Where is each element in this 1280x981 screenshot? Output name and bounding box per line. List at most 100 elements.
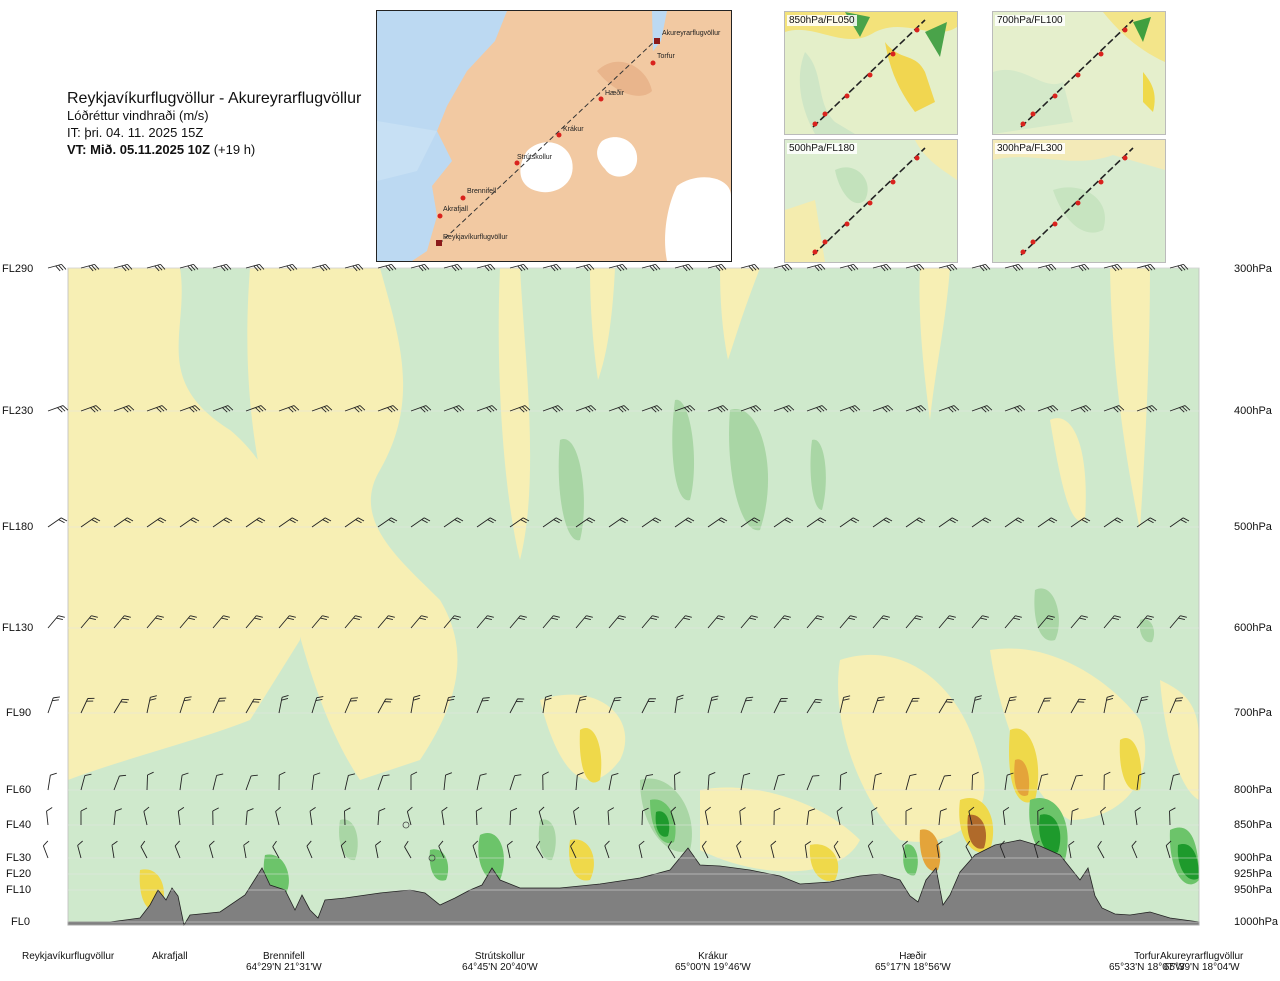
wind-barb	[740, 405, 762, 413]
fl-label-60: FL60	[6, 784, 32, 796]
wind-barb	[638, 840, 645, 859]
wind-barb	[311, 772, 321, 791]
wind-barb	[905, 263, 925, 272]
wind-barb	[1037, 263, 1057, 272]
wind-barb	[674, 263, 694, 272]
wind-barb	[1070, 698, 1086, 714]
wind-barb	[1100, 806, 1107, 826]
wind-barb	[146, 615, 164, 629]
hpa-label-700: 700hPa	[1234, 707, 1272, 719]
hpa-label-600: 600hPa	[1234, 622, 1272, 634]
wind-barb	[707, 695, 719, 714]
wind-barbs	[42, 263, 1191, 859]
wind-barb	[740, 696, 754, 714]
wind-barb	[476, 697, 490, 714]
wind-barb	[1169, 807, 1176, 826]
map-label-aey: Akureyrarflugvöllur	[662, 30, 721, 37]
wind-barb	[740, 772, 751, 791]
wind-barb	[509, 774, 522, 791]
wind-barb	[806, 698, 823, 714]
wind-barb	[938, 263, 958, 272]
wind-barb	[208, 840, 215, 859]
wind-barb	[641, 698, 656, 714]
wind-barb	[1103, 263, 1123, 272]
wind-barb	[707, 517, 728, 528]
wind-barb	[773, 773, 785, 791]
wind-barb	[443, 695, 456, 714]
wind-barb	[542, 517, 563, 528]
wind-barb	[472, 840, 479, 859]
wind-barb	[806, 517, 827, 528]
mini-map-500[interactable]: 500hPa/FL180	[784, 139, 958, 263]
wind-barb	[443, 263, 463, 272]
mini-map-850[interactable]: 850hPa/FL050	[784, 11, 958, 135]
wind-barb	[212, 615, 230, 629]
wind-barb	[1037, 807, 1044, 826]
wind-barb	[113, 405, 135, 413]
wind-barb	[306, 840, 313, 859]
station-coord: 64°29'N 21°31'W	[246, 962, 322, 973]
wind-barb	[245, 615, 263, 629]
wind-barb	[1136, 517, 1157, 528]
wind-barb	[938, 774, 952, 791]
wind-barb	[410, 771, 418, 790]
wind-barb	[905, 773, 917, 791]
wind-barb	[905, 517, 926, 528]
wind-barb	[670, 806, 677, 826]
wind-barb	[1033, 840, 1040, 859]
wind-barb	[1004, 696, 1017, 714]
wind-barb	[344, 697, 358, 714]
wind-barb	[1103, 615, 1121, 629]
wind-barb	[509, 517, 530, 528]
station-name: Reykjavíkurflugvöllur	[22, 951, 115, 962]
mini-map-850-svg	[785, 12, 957, 134]
wind-barb	[575, 615, 593, 629]
wind-barb	[278, 405, 300, 413]
station-torfur: Torfur 65°33'N 18°07'W	[1109, 951, 1185, 973]
calm-wind-marker	[428, 854, 436, 862]
hpa-label-500: 500hPa	[1234, 521, 1272, 533]
wind-barb	[806, 808, 816, 826]
wind-barb	[641, 405, 663, 413]
wind-barb	[410, 405, 432, 413]
wind-barb	[146, 263, 166, 272]
wind-barb	[535, 840, 544, 859]
mini-map-850-label: 850hPa/FL050	[787, 15, 857, 26]
wind-barb	[1070, 405, 1092, 413]
mini-map-700[interactable]: 700hPa/FL100	[992, 11, 1166, 135]
wind-barb	[1037, 405, 1059, 413]
wind-barb	[1070, 615, 1088, 629]
wind-barb	[311, 263, 331, 272]
wind-barb	[1165, 840, 1172, 859]
mini-map-300[interactable]: 300hPa/FL300	[992, 139, 1166, 263]
wind-barb	[243, 840, 250, 859]
wind-barb	[174, 840, 181, 859]
wind-barb	[377, 405, 399, 413]
wind-barb	[872, 517, 893, 528]
wind-barb	[839, 405, 861, 413]
wind-barb	[1169, 405, 1191, 413]
wind-barb	[836, 806, 843, 826]
wind-barb	[905, 807, 913, 825]
wind-barb	[806, 405, 828, 413]
station-name: Akureyrarflugvöllur	[1160, 951, 1244, 962]
wind-barb	[212, 263, 232, 272]
wind-barb	[1070, 774, 1083, 791]
wind-barb	[1136, 696, 1149, 714]
route-map[interactable]: Akureyrarflugvöllur Torfur Hæðir Krákur …	[376, 10, 732, 262]
wind-barb	[575, 405, 597, 413]
wind-barb	[1068, 840, 1075, 859]
station-name: Hæðir	[899, 951, 927, 962]
station-coord: 65°33'N 18°07'W	[1109, 962, 1185, 973]
wind-barb	[542, 771, 549, 791]
wind-barb	[80, 405, 102, 413]
wind-barb	[179, 405, 201, 413]
wind-barb	[146, 405, 168, 413]
station-name: Krákur	[698, 951, 728, 962]
wind-barb	[179, 696, 192, 714]
wind-barb	[113, 615, 131, 629]
wind-barb	[570, 840, 577, 859]
wind-barb	[701, 840, 709, 859]
init-time: IT: þri. 04. 11. 2025 15Z	[67, 125, 204, 140]
wind-barb	[872, 772, 882, 791]
